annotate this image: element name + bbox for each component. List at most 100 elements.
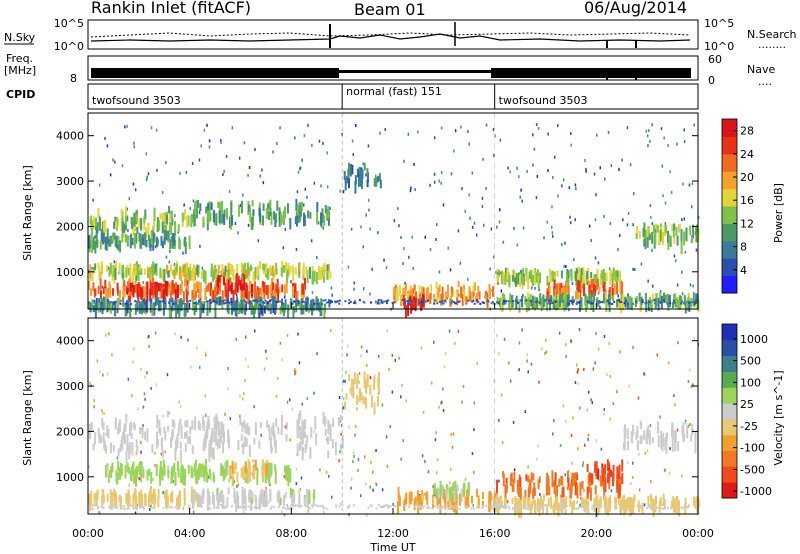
scatter-pixel bbox=[617, 247, 619, 251]
echo-cell bbox=[100, 229, 103, 243]
echo-cell bbox=[129, 282, 132, 292]
echo-cell bbox=[414, 297, 417, 312]
echo-cell bbox=[243, 420, 246, 428]
echo-cell bbox=[633, 494, 636, 502]
echo-cell bbox=[105, 465, 107, 478]
ground-scatter bbox=[159, 300, 162, 303]
scatter-pixel bbox=[467, 130, 469, 133]
echo-cell bbox=[213, 474, 216, 483]
nave-right-tick-top: 60 bbox=[708, 53, 722, 66]
ground-scatter bbox=[470, 507, 473, 510]
echo-cell bbox=[126, 462, 129, 473]
echo-cell bbox=[145, 240, 148, 248]
echo-cell bbox=[680, 240, 683, 255]
scatter-pixel bbox=[521, 199, 523, 203]
scatter-pixel bbox=[609, 375, 612, 378]
scatter-pixel bbox=[412, 267, 414, 270]
scatter-pixel bbox=[632, 223, 634, 227]
colorbar-swatch bbox=[722, 418, 737, 436]
echo-cell bbox=[554, 275, 557, 283]
ground-scatter bbox=[294, 504, 296, 507]
scatter-pixel bbox=[295, 467, 298, 471]
echo-cell bbox=[417, 298, 420, 306]
echo-cell bbox=[274, 470, 277, 484]
echo-cell bbox=[439, 499, 442, 514]
scatter-pixel bbox=[500, 393, 503, 397]
echo-cell bbox=[429, 293, 432, 305]
echo-cell bbox=[129, 269, 132, 279]
echo-cell bbox=[570, 270, 573, 282]
echo-cell bbox=[573, 270, 576, 280]
echo-cell bbox=[542, 493, 545, 502]
ground-scatter bbox=[639, 506, 642, 509]
echo-cell bbox=[127, 281, 130, 289]
ground-scatter bbox=[354, 302, 357, 305]
ground-scatter bbox=[562, 300, 565, 303]
ground-scatter bbox=[290, 301, 293, 304]
scatter-pixel bbox=[146, 371, 148, 375]
echo-cell bbox=[211, 491, 214, 505]
ground-scatter bbox=[335, 504, 338, 507]
echo-cell bbox=[152, 269, 155, 276]
scatter-pixel bbox=[599, 306, 601, 310]
echo-cell bbox=[559, 503, 561, 511]
echo-cell bbox=[538, 502, 541, 517]
ground-scatter bbox=[339, 299, 341, 302]
echo-cell bbox=[592, 284, 595, 296]
echo-cell bbox=[149, 486, 152, 494]
echo-cell bbox=[295, 301, 298, 313]
echo-cell bbox=[436, 488, 438, 499]
echo-cell bbox=[178, 287, 181, 294]
ground-scatter bbox=[689, 301, 692, 304]
scatter-pixel bbox=[128, 483, 131, 487]
scatter-pixel bbox=[651, 123, 653, 127]
ground-scatter bbox=[598, 300, 601, 302]
echo-cell bbox=[243, 304, 246, 313]
scatter-pixel bbox=[681, 474, 683, 478]
scatter-pixel bbox=[228, 190, 231, 194]
scatter-pixel bbox=[253, 459, 256, 463]
echo-cell bbox=[205, 466, 208, 476]
echo-cell bbox=[358, 388, 361, 400]
echo-cell bbox=[245, 303, 248, 312]
scatter-pixel bbox=[443, 365, 446, 369]
echo-cell bbox=[222, 497, 225, 510]
echo-cell bbox=[119, 496, 122, 510]
echo-cell bbox=[653, 499, 655, 507]
scatter-pixel bbox=[307, 123, 309, 127]
ground-scatter bbox=[476, 299, 479, 302]
echo-cell bbox=[313, 489, 316, 500]
echo-cell bbox=[549, 271, 552, 284]
scatter-pixel bbox=[685, 421, 687, 425]
echo-cell bbox=[373, 378, 375, 390]
echo-cell bbox=[169, 214, 171, 222]
scatter-pixel bbox=[286, 333, 289, 337]
echo-cell bbox=[194, 267, 196, 281]
scatter-pixel bbox=[311, 144, 313, 147]
echo-cell bbox=[298, 263, 301, 273]
ground-scatter bbox=[325, 301, 328, 304]
echo-cell bbox=[166, 281, 169, 288]
ground-scatter bbox=[645, 301, 648, 304]
scatter-pixel bbox=[472, 503, 474, 507]
scatter-pixel bbox=[568, 186, 571, 190]
echo-cell bbox=[525, 298, 528, 306]
ground-scatter bbox=[157, 302, 160, 305]
ground-scatter bbox=[258, 299, 261, 302]
scatter-pixel bbox=[644, 451, 647, 455]
echo-cell bbox=[356, 395, 359, 406]
ground-scatter bbox=[377, 504, 380, 507]
echo-cell bbox=[621, 294, 624, 309]
echo-cell bbox=[574, 271, 577, 282]
scatter-pixel bbox=[144, 397, 146, 401]
echo-cell bbox=[662, 231, 665, 244]
echo-cell bbox=[157, 282, 160, 292]
echo-cell bbox=[106, 239, 109, 251]
echo-cell bbox=[125, 451, 128, 464]
scatter-pixel bbox=[318, 139, 321, 143]
echo-cell bbox=[195, 206, 198, 219]
scatter-pixel bbox=[574, 218, 576, 222]
echo-cell bbox=[441, 286, 444, 301]
scatter-pixel bbox=[316, 352, 318, 356]
echo-cell bbox=[365, 384, 368, 394]
